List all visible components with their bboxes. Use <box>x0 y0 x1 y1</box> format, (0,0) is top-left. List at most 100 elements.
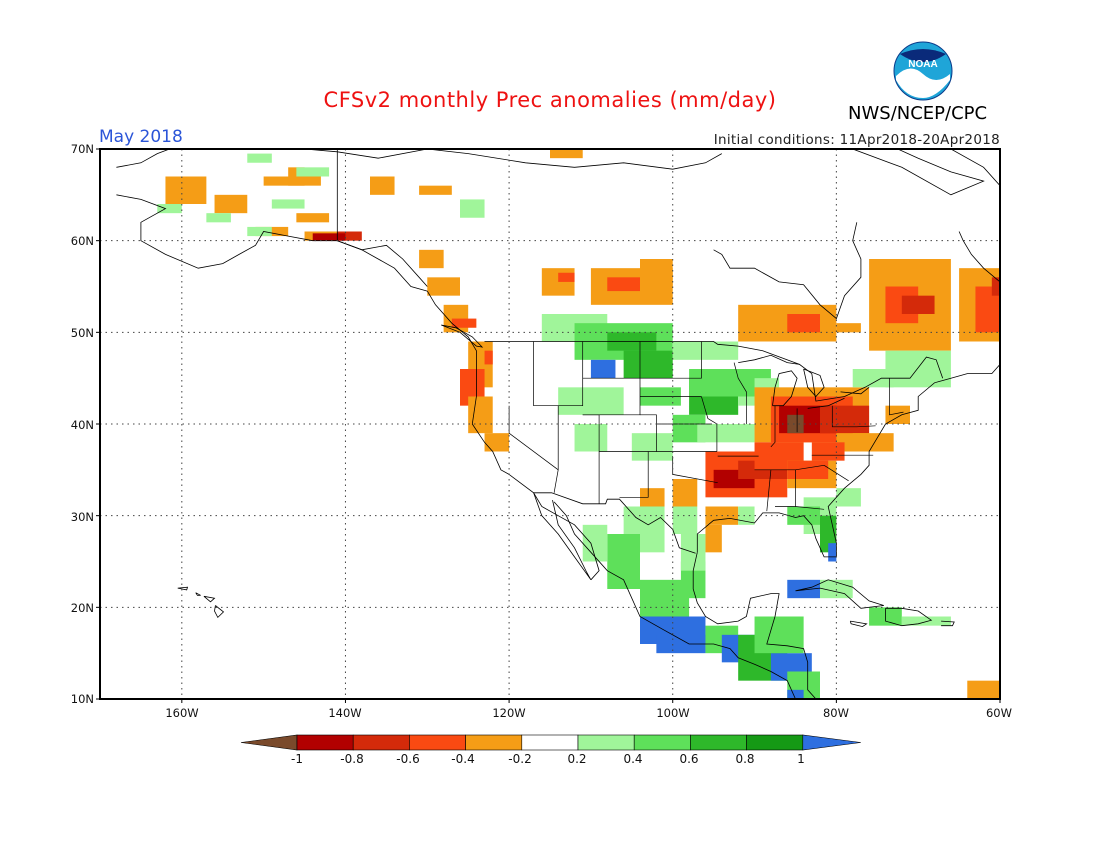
colorbar-swatch <box>690 734 747 751</box>
coastline <box>795 579 884 609</box>
anomaly-cell <box>574 424 608 452</box>
colorbar-label: -1 <box>291 752 303 766</box>
colorbar-label: 0.8 <box>735 752 755 766</box>
anomaly-cell <box>558 387 624 415</box>
anomaly-cell <box>901 616 951 626</box>
colorbar-arrow-low <box>240 734 298 751</box>
anomaly-cell <box>419 249 444 269</box>
anomaly-cell <box>852 369 894 388</box>
anomaly-cell <box>607 277 640 292</box>
anomaly-cell <box>296 213 330 223</box>
state-border <box>823 465 849 482</box>
map-title: CFSv2 monthly Prec anomalies (mm/day) <box>0 88 1100 112</box>
anomaly-cell <box>787 314 820 333</box>
agency-label: NWS/NCEP/CPC <box>848 103 988 124</box>
state-border <box>733 362 747 424</box>
coastline <box>484 341 944 402</box>
anomaly-cell <box>967 680 1000 699</box>
coastline <box>840 386 870 395</box>
state-border <box>553 405 559 493</box>
anomaly-cell <box>271 199 305 209</box>
colorbar-swatch <box>521 734 579 751</box>
colorbar-swatch <box>746 734 804 751</box>
lat-label-40n: 40N <box>70 418 94 432</box>
axis-ticks <box>96 148 1001 703</box>
state-border <box>701 396 718 452</box>
coastline <box>441 324 484 348</box>
state-border <box>599 414 657 452</box>
colorbar-swatch <box>409 734 466 751</box>
anomaly-cell <box>460 199 485 218</box>
anomaly-cell <box>582 524 608 562</box>
state-border <box>889 378 904 416</box>
lat-label-70n: 70N <box>70 142 94 156</box>
anomaly-cell <box>672 506 698 534</box>
coastline <box>177 586 189 591</box>
anomaly-cell <box>247 226 272 237</box>
colorbar-arrow-high <box>802 734 861 751</box>
state-border <box>766 469 772 512</box>
colorbar-label: 0.2 <box>567 752 587 766</box>
anomaly-cell <box>672 341 739 360</box>
anomaly-cell <box>312 233 346 241</box>
coastline <box>533 492 696 554</box>
lon-label-120w: 120W <box>492 706 526 720</box>
lon-label-160w: 160W <box>165 706 199 720</box>
lat-label-10n: 10N <box>70 692 94 706</box>
anomaly-cell <box>640 488 665 507</box>
coastline <box>336 149 428 287</box>
lat-label-30n: 30N <box>70 510 94 524</box>
anomaly-cell <box>623 350 673 379</box>
colorbar-label: -0.2 <box>508 752 532 766</box>
anomaly-cell <box>828 543 837 562</box>
colorbar-swatch <box>465 734 523 751</box>
coastline <box>941 620 955 627</box>
anomaly-cell <box>787 460 829 479</box>
coastline <box>214 605 225 619</box>
coastline <box>1004 318 1057 362</box>
anomaly-cell <box>206 213 231 223</box>
anomaly-cell <box>558 272 575 282</box>
forecast-month: May 2018 <box>99 127 183 147</box>
colorbar-swatch <box>352 734 410 751</box>
coastline <box>553 501 796 699</box>
colorbar-label: -0.4 <box>451 752 475 766</box>
state-border <box>582 414 600 504</box>
state-border <box>831 405 876 428</box>
anomaly-cell <box>787 689 804 699</box>
colorbar-label: 0.6 <box>679 752 699 766</box>
anomaly-cell <box>885 405 910 424</box>
anomaly-cell <box>296 167 330 177</box>
coastline <box>772 370 798 407</box>
coastline <box>852 149 985 196</box>
coastline <box>692 552 817 699</box>
anomaly-cell <box>656 634 706 654</box>
lat-label-20n: 20N <box>70 601 94 615</box>
anomaly-cell <box>590 359 616 379</box>
coastline <box>849 620 868 628</box>
anomaly-cell <box>738 506 755 525</box>
anomaly-cell <box>157 204 182 214</box>
anomaly-cell <box>484 350 493 365</box>
coastline <box>713 222 862 320</box>
anomaly-cell <box>991 277 1000 296</box>
anomaly-cell <box>836 323 861 333</box>
noaa-logo: NOAA <box>892 40 954 106</box>
lat-label-50n: 50N <box>70 326 94 340</box>
coastline <box>803 368 825 398</box>
anomaly-cell <box>811 442 845 461</box>
lon-label-60w: 60W <box>985 706 1013 720</box>
anomaly-cell <box>787 414 804 434</box>
anomaly-cell <box>468 396 493 434</box>
anomaly-cell <box>631 433 673 461</box>
anomaly-cell <box>165 176 207 204</box>
colorbar <box>240 734 861 751</box>
state-border <box>754 464 825 471</box>
coastline <box>885 607 933 627</box>
anomaly-cell <box>247 153 272 163</box>
coastline <box>426 290 600 581</box>
anomaly-cell <box>370 176 395 195</box>
anomaly-cell <box>451 318 477 328</box>
coastline <box>807 397 845 409</box>
anomaly-cell <box>697 424 755 443</box>
